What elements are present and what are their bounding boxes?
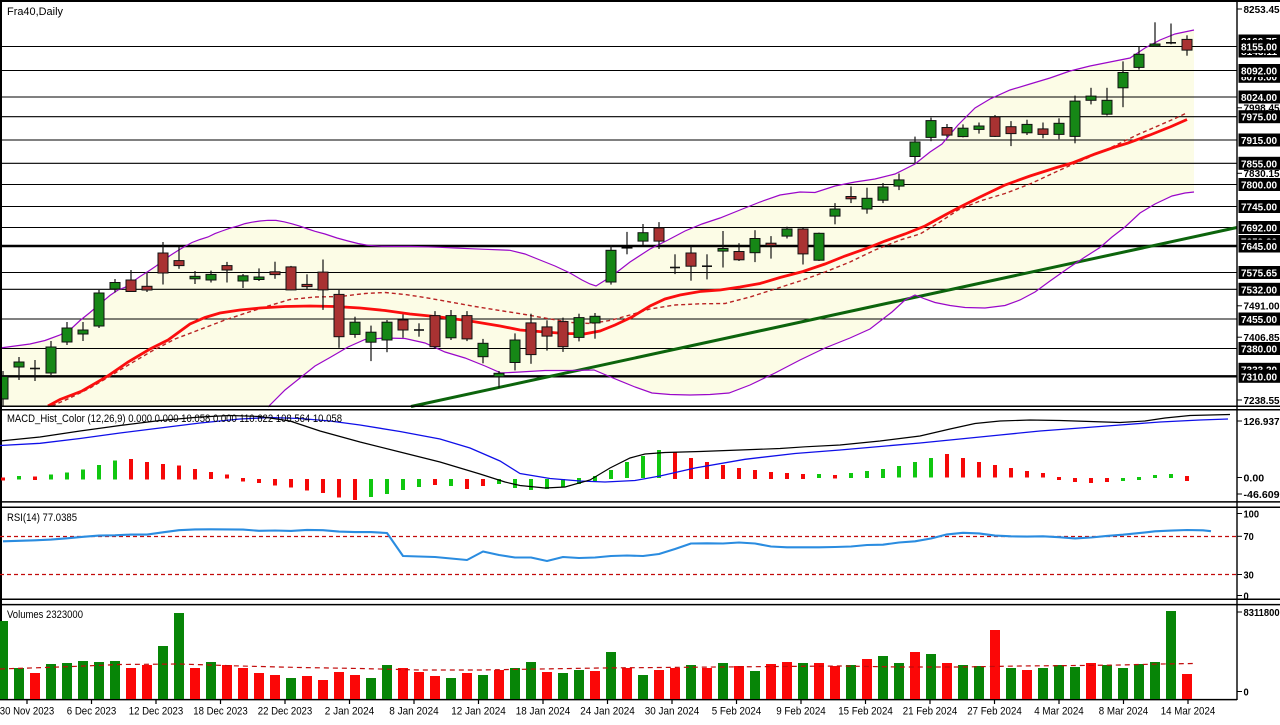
svg-text:5 Feb 2024: 5 Feb 2024 bbox=[712, 706, 762, 718]
svg-text:Volumes 2323000: Volumes 2323000 bbox=[7, 609, 83, 621]
svg-text:2 Jan 2024: 2 Jan 2024 bbox=[325, 706, 375, 718]
svg-text:18 Jan 2024: 18 Jan 2024 bbox=[516, 706, 571, 718]
svg-text:8 Mar 2024: 8 Mar 2024 bbox=[1099, 706, 1149, 718]
svg-text:MACD_Hist_Color (12,26,9) 0.00: MACD_Hist_Color (12,26,9) 0.000 0.000 10… bbox=[7, 413, 342, 425]
svg-text:126.937: 126.937 bbox=[1244, 416, 1280, 428]
svg-text:8 Jan 2024: 8 Jan 2024 bbox=[389, 706, 439, 718]
svg-text:100: 100 bbox=[1244, 508, 1260, 520]
svg-text:12 Dec 2023: 12 Dec 2023 bbox=[129, 706, 184, 718]
svg-text:7745.00: 7745.00 bbox=[1241, 202, 1277, 214]
svg-text:7645.00: 7645.00 bbox=[1241, 241, 1277, 253]
svg-text:8253.45: 8253.45 bbox=[1244, 4, 1280, 16]
svg-text:7238.55: 7238.55 bbox=[1244, 395, 1280, 407]
svg-text:8155.00: 8155.00 bbox=[1241, 42, 1277, 54]
svg-text:7310.00: 7310.00 bbox=[1241, 371, 1277, 383]
svg-text:22 Dec 2023: 22 Dec 2023 bbox=[258, 706, 313, 718]
svg-text:0: 0 bbox=[1244, 590, 1249, 602]
svg-text:8311800: 8311800 bbox=[1244, 607, 1280, 619]
svg-text:4 Mar 2024: 4 Mar 2024 bbox=[1034, 706, 1084, 718]
svg-text:24 Jan 2024: 24 Jan 2024 bbox=[580, 706, 635, 718]
svg-text:-46.609: -46.609 bbox=[1244, 489, 1280, 501]
svg-text:Fra40,Daily: Fra40,Daily bbox=[7, 6, 63, 18]
svg-text:9 Feb 2024: 9 Feb 2024 bbox=[776, 706, 826, 718]
svg-text:30 Jan 2024: 30 Jan 2024 bbox=[645, 706, 700, 718]
svg-text:7975.00: 7975.00 bbox=[1241, 112, 1277, 124]
svg-text:27 Feb 2024: 27 Feb 2024 bbox=[967, 706, 1022, 718]
svg-text:7380.00: 7380.00 bbox=[1241, 344, 1277, 356]
svg-text:0: 0 bbox=[1244, 686, 1249, 698]
svg-text:14 Mar 2024: 14 Mar 2024 bbox=[1161, 706, 1216, 718]
svg-text:7532.00: 7532.00 bbox=[1241, 284, 1277, 296]
svg-text:RSI(14) 77.0385: RSI(14) 77.0385 bbox=[7, 512, 77, 524]
svg-text:18 Dec 2023: 18 Dec 2023 bbox=[193, 706, 248, 718]
svg-text:70: 70 bbox=[1244, 531, 1254, 543]
svg-text:15 Feb 2024: 15 Feb 2024 bbox=[838, 706, 893, 718]
svg-text:6 Dec 2023: 6 Dec 2023 bbox=[67, 706, 117, 718]
svg-text:21 Feb 2024: 21 Feb 2024 bbox=[903, 706, 958, 718]
svg-text:7915.00: 7915.00 bbox=[1241, 135, 1277, 147]
svg-text:0.00: 0.00 bbox=[1244, 472, 1265, 484]
svg-text:8092.00: 8092.00 bbox=[1241, 66, 1277, 78]
svg-text:12 Jan 2024: 12 Jan 2024 bbox=[451, 706, 506, 718]
svg-text:7455.00: 7455.00 bbox=[1241, 314, 1277, 326]
svg-text:30: 30 bbox=[1244, 569, 1254, 581]
svg-text:7692.00: 7692.00 bbox=[1241, 223, 1277, 235]
svg-text:7575.65: 7575.65 bbox=[1241, 268, 1277, 280]
svg-text:7800.00: 7800.00 bbox=[1241, 180, 1277, 192]
svg-text:7491.00: 7491.00 bbox=[1244, 301, 1280, 313]
svg-text:30 Nov 2023: 30 Nov 2023 bbox=[0, 706, 54, 718]
